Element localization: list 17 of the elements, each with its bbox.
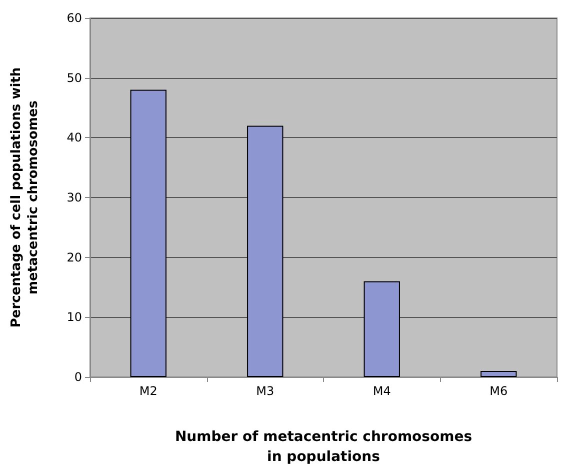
y-tick-label: 0 <box>74 370 82 384</box>
x-tick-label: M3 <box>256 384 274 398</box>
x-tick-label: M6 <box>490 384 508 398</box>
y-tick-label: 10 <box>66 310 82 324</box>
y-tick-label: 50 <box>66 70 82 85</box>
bar <box>247 126 284 377</box>
x-axis-title: Number of metacentric chromosomes in populations <box>174 429 472 465</box>
bar <box>480 371 517 377</box>
y-tick-label: 40 <box>66 130 82 145</box>
y-tick-label: 30 <box>66 190 82 204</box>
y-axis-title: Percentage of cell populations with metacentric chromosomes <box>9 67 41 328</box>
x-tick-label: M4 <box>372 384 391 398</box>
bar <box>364 281 400 377</box>
bar <box>130 90 166 377</box>
x-tick-label: M2 <box>139 384 158 398</box>
y-tick-label: 20 <box>66 250 82 264</box>
y-tick-label: 60 <box>66 11 82 25</box>
